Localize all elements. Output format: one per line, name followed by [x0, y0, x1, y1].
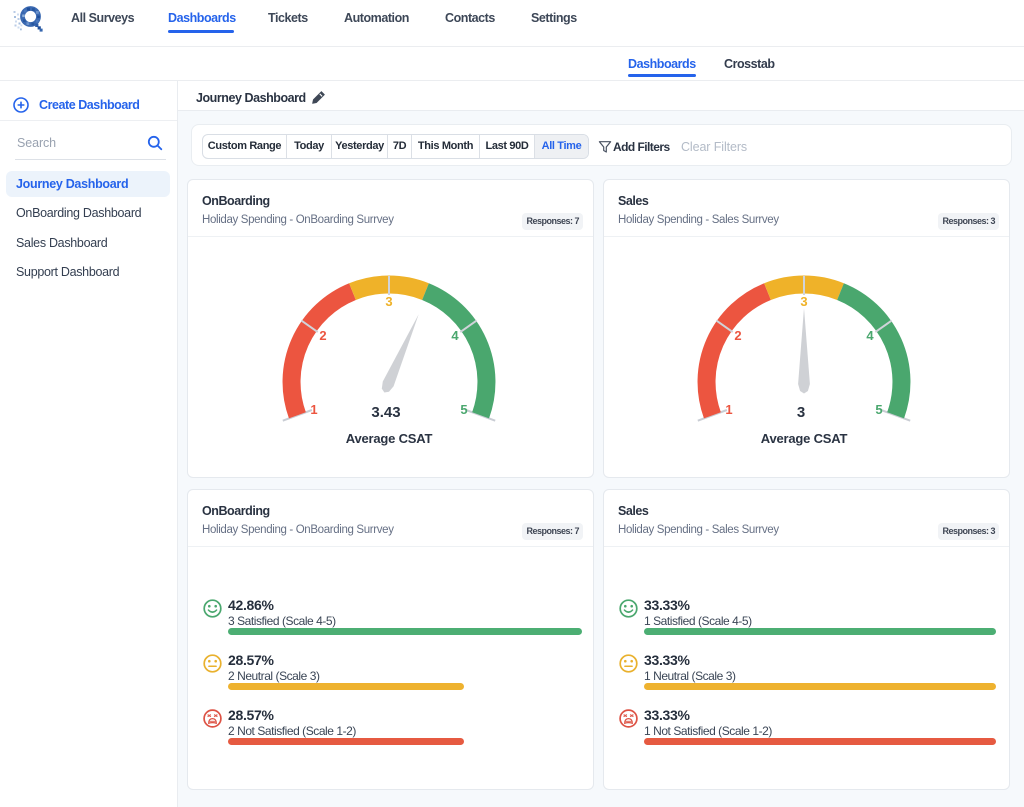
svg-text:5: 5	[875, 402, 882, 417]
svg-text:1: 1	[725, 402, 732, 417]
svg-text:2: 2	[319, 328, 326, 343]
svg-text:3: 3	[385, 294, 392, 309]
svg-text:4: 4	[866, 328, 874, 343]
svg-text:3: 3	[800, 294, 807, 309]
svg-text:2: 2	[734, 328, 741, 343]
svg-text:5: 5	[460, 402, 467, 417]
svg-text:4: 4	[451, 328, 459, 343]
svg-text:1: 1	[310, 402, 317, 417]
